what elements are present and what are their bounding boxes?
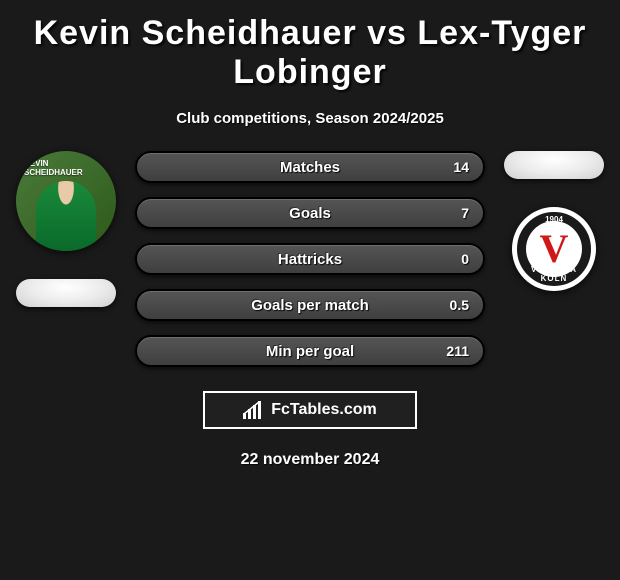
stat-value-right: 0 (461, 251, 469, 267)
badge-letter: V (540, 229, 569, 269)
subtitle: Club competitions, Season 2024/2025 (0, 110, 620, 127)
right-column: 1904 VIKTORIA KÖLN V (499, 151, 609, 291)
player-left-avatar: KEVIN SCHEIDHAUER (16, 151, 116, 251)
stat-label: Goals per match (251, 297, 369, 314)
stat-pill: Goals per match 0.5 (135, 289, 485, 321)
avatar-label-line1: KEVIN (24, 159, 108, 168)
stat-label: Min per goal (266, 343, 354, 360)
avatar-figure (36, 181, 96, 251)
badge-inner: V (526, 221, 582, 277)
avatar-label-line2: SCHEIDHAUER (24, 168, 108, 177)
stat-pill: Goals 7 (135, 197, 485, 229)
page-title: Kevin Scheidhauer vs Lex-Tyger Lobinger (0, 14, 620, 92)
branding-text: FcTables.com (271, 401, 377, 419)
branding-box: FcTables.com (203, 391, 417, 429)
stat-label: Matches (280, 159, 340, 176)
stat-pill: Matches 14 (135, 151, 485, 183)
player-right-disc (504, 151, 604, 179)
stat-value-right: 211 (446, 343, 469, 359)
stat-value-right: 14 (453, 159, 469, 175)
date-line: 22 november 2024 (0, 451, 620, 469)
stat-label: Hattricks (278, 251, 342, 268)
stat-value-right: 0.5 (450, 297, 469, 313)
team-right-badge: 1904 VIKTORIA KÖLN V (512, 207, 596, 291)
stat-pill: Min per goal 211 (135, 335, 485, 367)
comparison-card: Kevin Scheidhauer vs Lex-Tyger Lobinger … (0, 0, 620, 479)
main-row: KEVIN SCHEIDHAUER Matches 14 Goals 7 Hattric… (0, 151, 620, 367)
team-left-disc (16, 279, 116, 307)
stat-pill: Hattricks 0 (135, 243, 485, 275)
stat-label: Goals (289, 205, 331, 222)
left-column: KEVIN SCHEIDHAUER (11, 151, 121, 307)
stats-column: Matches 14 Goals 7 Hattricks 0 Goals per match… (135, 151, 485, 367)
branding-bars-icon (243, 401, 265, 419)
stat-value-right: 7 (461, 205, 469, 221)
